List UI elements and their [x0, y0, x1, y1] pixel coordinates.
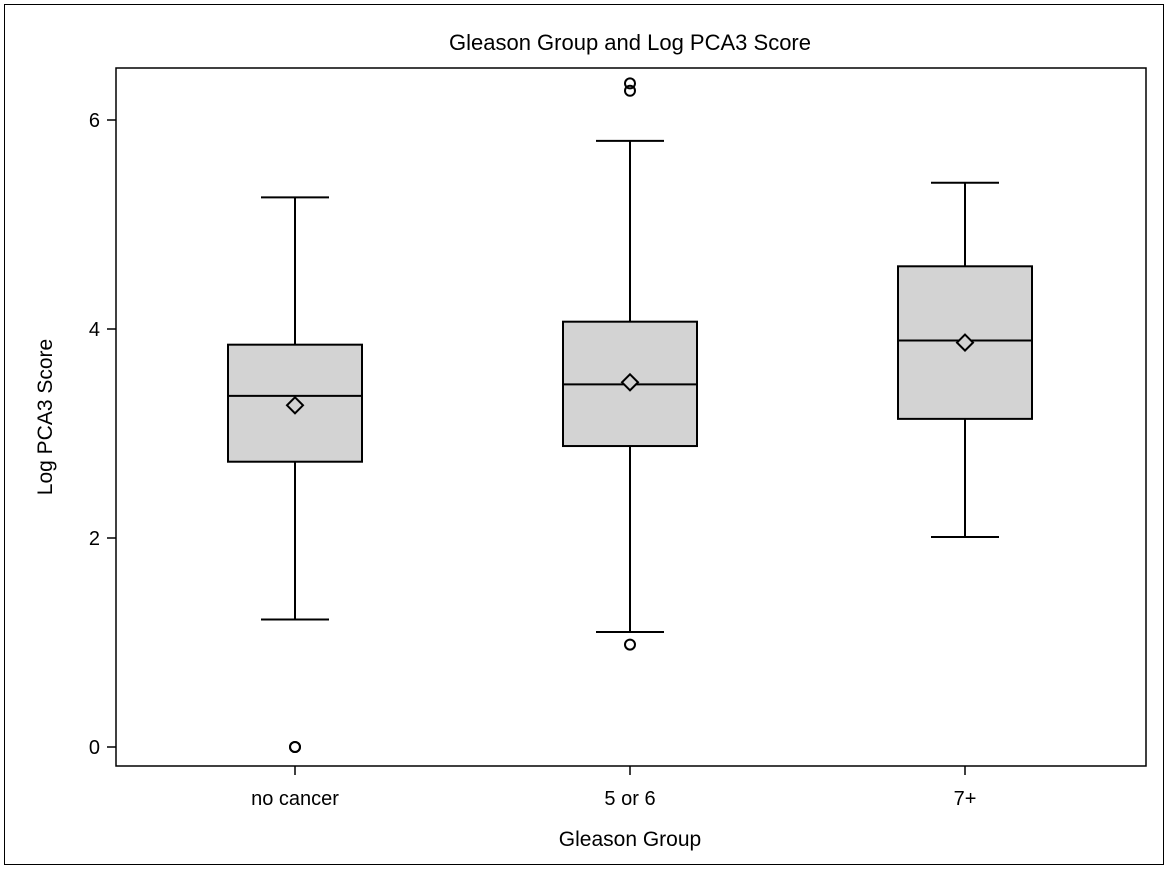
x-axis-label: Gleason Group [559, 828, 701, 851]
y-axis: 0 2 4 6 [89, 110, 116, 759]
x-tick-label: 7+ [954, 788, 977, 810]
mean-marker [285, 395, 305, 415]
chart-title: Gleason Group and Log PCA3 Score [449, 30, 811, 55]
outlier-point [624, 77, 636, 90]
y-tick-label: 2 [89, 528, 100, 550]
mean-marker [620, 372, 640, 392]
outlier-point [289, 741, 301, 753]
plot-area [115, 67, 1147, 767]
y-axis-label: Log PCA3 Score [34, 339, 57, 495]
x-tick-label: 5 or 6 [604, 788, 655, 810]
y-tick-label: 4 [89, 319, 100, 341]
box-no-cancer [227, 196, 363, 753]
mean-marker [955, 333, 975, 352]
y-tick-label: 6 [89, 110, 100, 132]
y-tick-label: 0 [89, 737, 100, 759]
outlier-point [624, 84, 636, 97]
outlier-point [624, 638, 636, 651]
x-tick-label: no cancer [251, 788, 339, 810]
box-5-or-6 [562, 77, 698, 651]
boxes-group [227, 77, 1033, 753]
box-7+ [897, 181, 1033, 538]
x-axis: no cancer 5 or 6 7+ [251, 766, 976, 810]
